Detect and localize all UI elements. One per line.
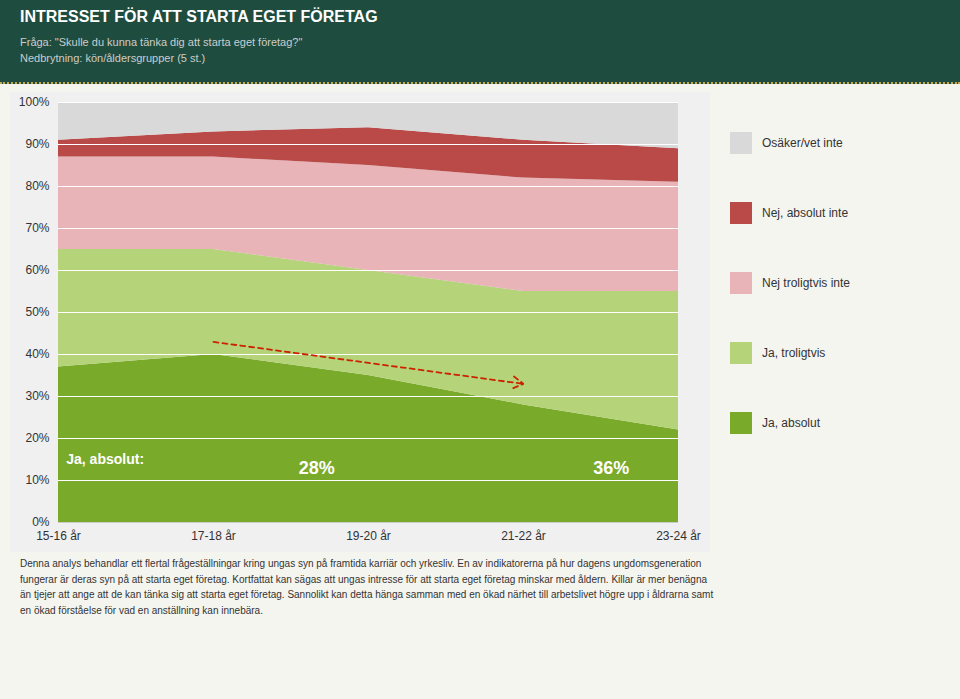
- svg-text:28%: 28%: [299, 458, 335, 478]
- svg-text:40%: 40%: [25, 347, 49, 361]
- html-text:Nedbrytning: kön/åldersgrupper: Nedbrytning: kön/åldersgrupper (5 st.): [20, 52, 206, 64]
- svg-text:70%: 70%: [25, 221, 49, 235]
- html-text:Ja, troligtvis: Ja, troligtvis: [762, 346, 826, 360]
- svg-text:50%: 50%: [25, 305, 49, 319]
- svg-text:17-18 år: 17-18 år: [191, 529, 236, 543]
- svg-text:0%: 0%: [32, 515, 50, 529]
- svg-text:60%: 60%: [25, 263, 49, 277]
- html-text:en ökad förståelse för vad en: en ökad förståelse för vad en anställnin…: [20, 604, 263, 616]
- html-text:INTRESSET FÖR ATT STARTA EGET: INTRESSET FÖR ATT STARTA EGET FÖRETAG: [20, 8, 378, 25]
- svg-text:80%: 80%: [25, 179, 49, 193]
- svg-text:30%: 30%: [25, 389, 49, 403]
- svg-text:100%: 100%: [19, 95, 50, 109]
- html-text:Nej, absolut inte: Nej, absolut inte: [762, 206, 849, 220]
- html-text:Osäker/vet inte: Osäker/vet inte: [762, 136, 843, 150]
- svg-text:90%: 90%: [25, 137, 49, 151]
- html-text:Ja, absolut: Ja, absolut: [762, 416, 820, 430]
- html-text:Denna analys behandlar ett fle: Denna analys behandlar ett flertal fråge…: [20, 558, 702, 569]
- html-text:fungerar är deras syn på att s: fungerar är deras syn på att starta eget…: [20, 573, 707, 585]
- svg-text:36%: 36%: [593, 458, 629, 478]
- svg-text:19-20 år: 19-20 år: [346, 529, 391, 543]
- html-text:Nej troligtvis inte: Nej troligtvis inte: [762, 276, 850, 290]
- svg-text:23-24 år: 23-24 år: [656, 529, 701, 543]
- svg-text:20%: 20%: [25, 431, 49, 445]
- svg-text:Ja, absolut:: Ja, absolut:: [66, 451, 144, 467]
- html-text:Fråga: "Skulle du kunna tänka: Fråga: "Skulle du kunna tänka dig att st…: [20, 36, 303, 48]
- svg-text:10%: 10%: [25, 473, 49, 487]
- html-text:än tjejer att ange att de kan: än tjejer att ange att de kan tänka sig …: [20, 589, 714, 600]
- svg-text:15-16 år: 15-16 år: [36, 529, 81, 543]
- svg-text:21-22 år: 21-22 år: [501, 529, 546, 543]
